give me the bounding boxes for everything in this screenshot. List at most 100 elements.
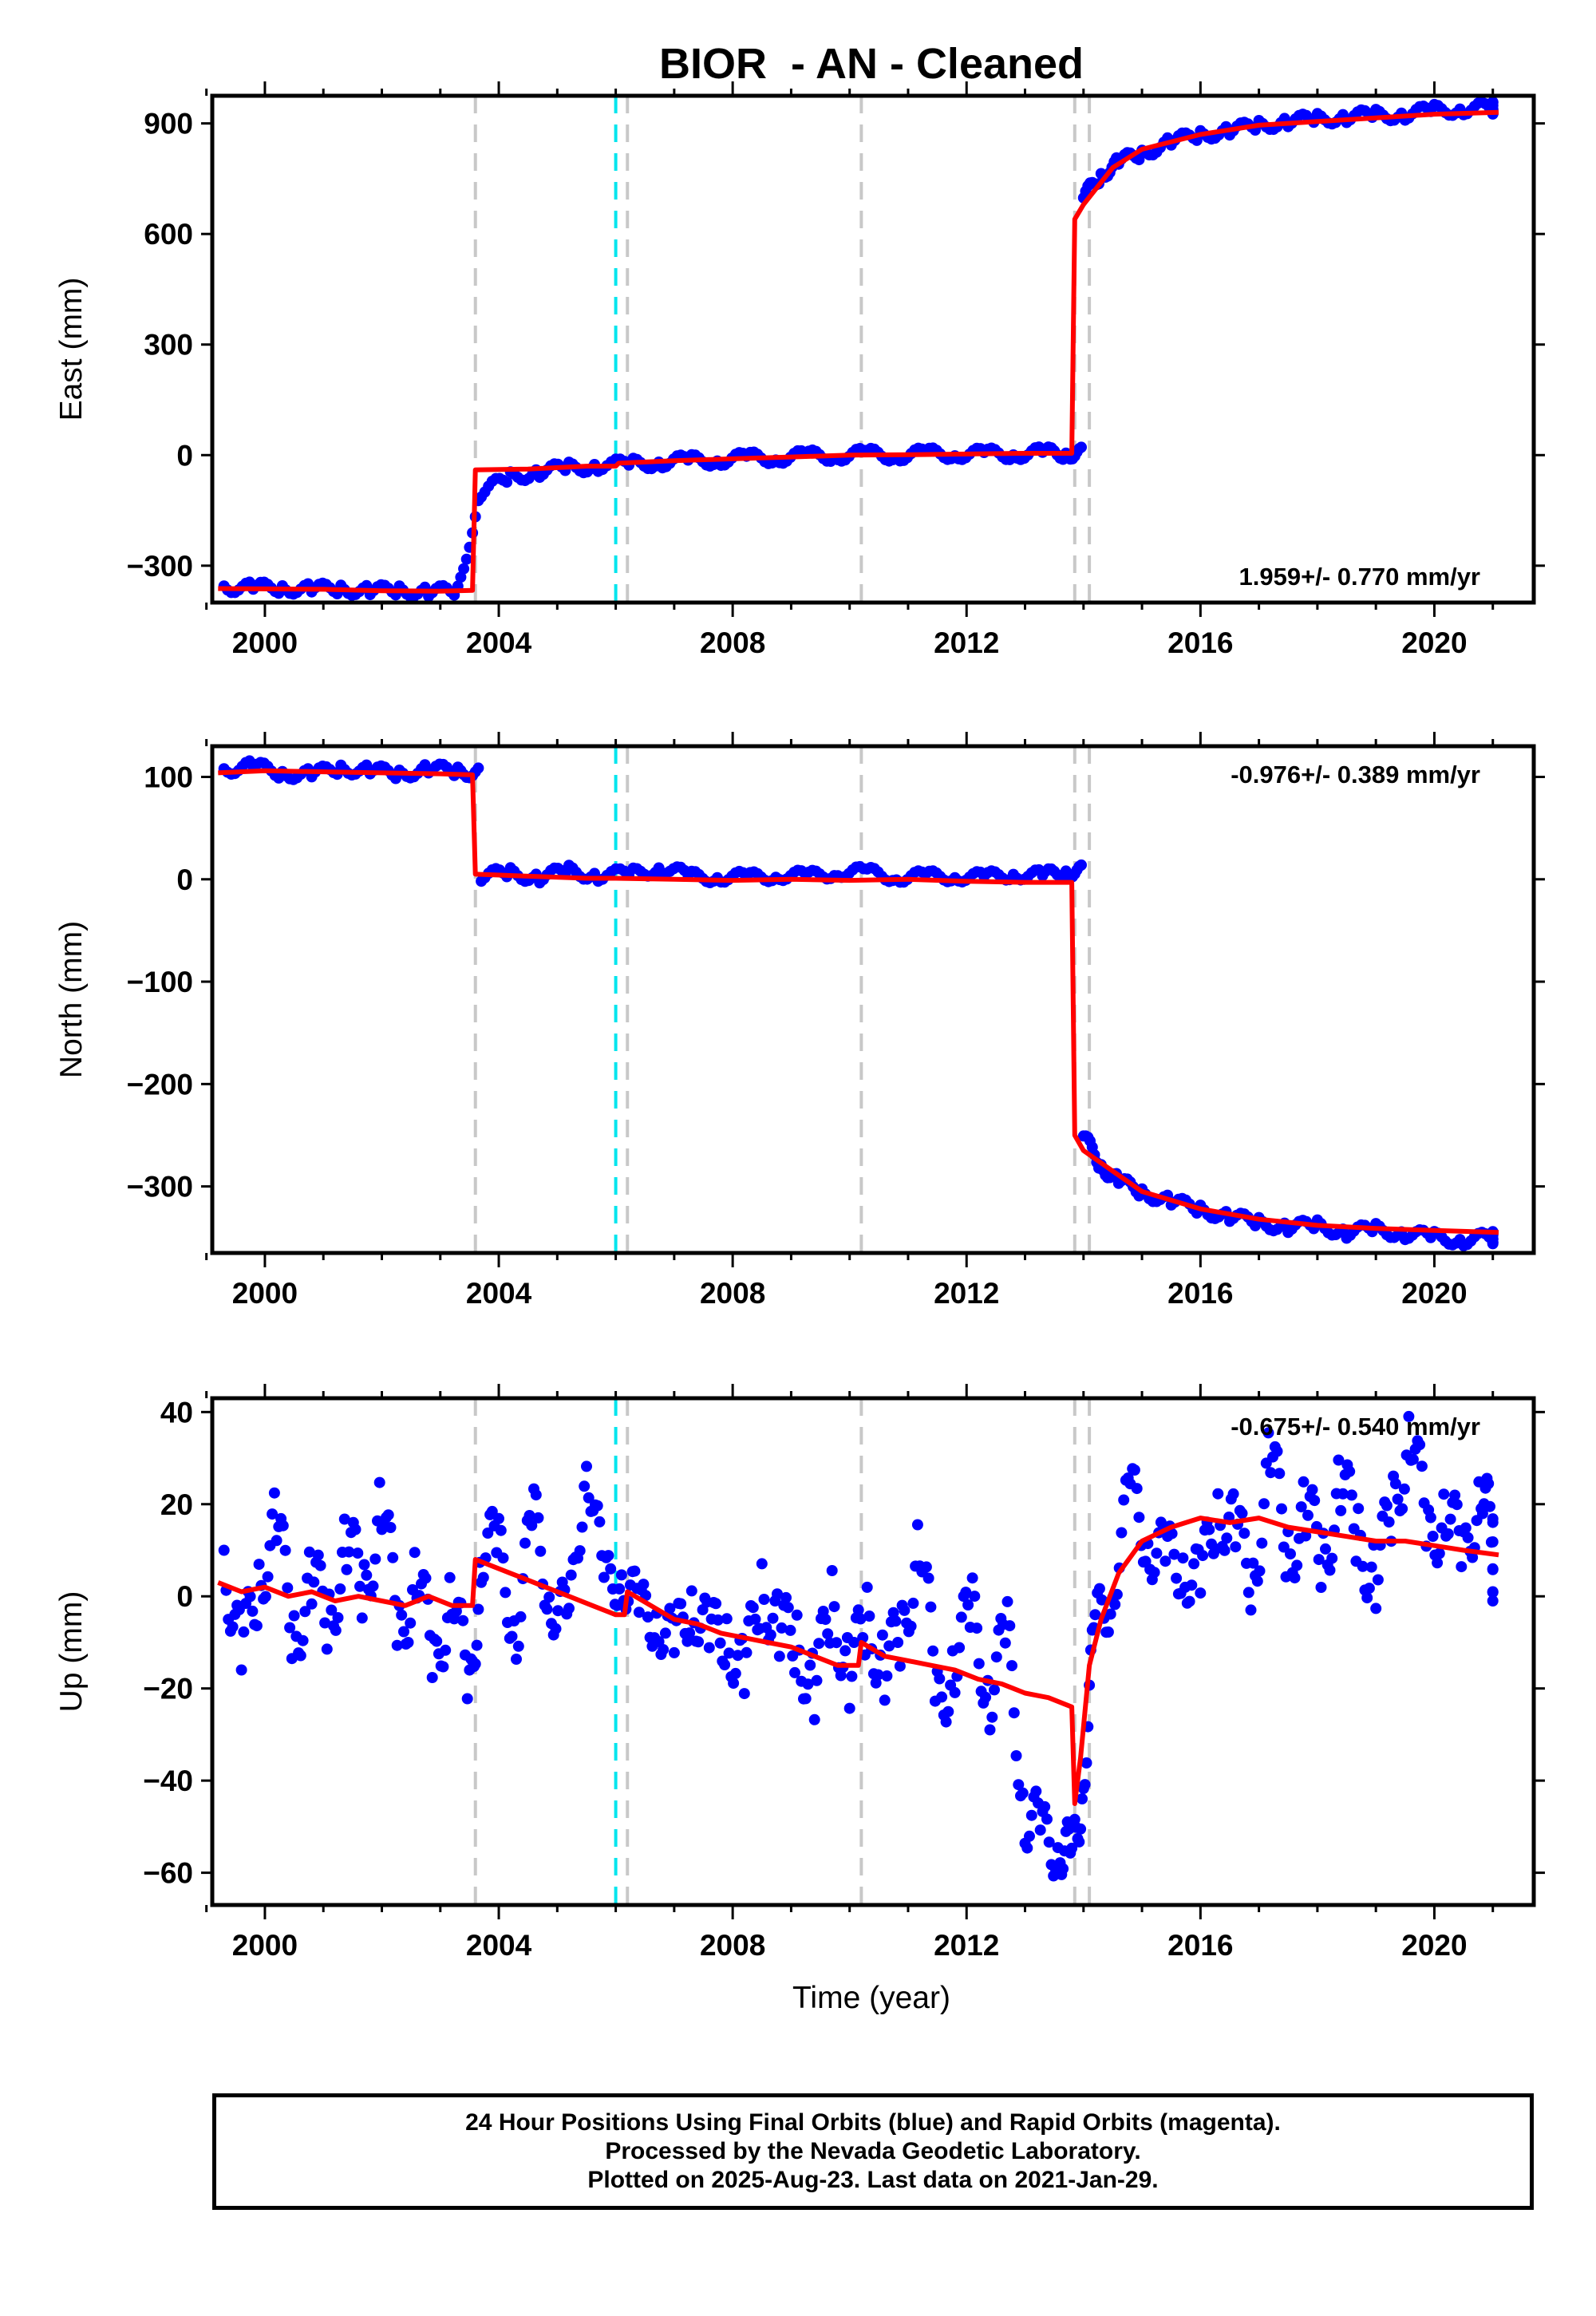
observation-point [1456, 1561, 1468, 1573]
x-tick-label: 2004 [466, 626, 532, 659]
observation-point [999, 1637, 1011, 1649]
y-tick-label: −300 [127, 1171, 193, 1203]
observation-point [1487, 1233, 1499, 1245]
x-tick-label: 2012 [934, 626, 999, 659]
observation-point [550, 1622, 562, 1634]
observation-point [354, 1580, 365, 1592]
observation-point [1073, 1836, 1085, 1848]
observation-point [519, 1537, 531, 1549]
observation-point [986, 1711, 998, 1723]
observation-point [712, 1614, 724, 1626]
observation-point [1133, 1512, 1145, 1524]
observation-point [1344, 1465, 1356, 1477]
observation-point [1345, 1489, 1357, 1501]
observation-point [1118, 1494, 1130, 1506]
observation-point [723, 1647, 735, 1659]
observation-point [1372, 1574, 1384, 1586]
observation-point [563, 1603, 575, 1614]
observation-point [367, 1580, 379, 1592]
observation-point [1414, 1439, 1426, 1451]
observation-point [828, 1601, 840, 1613]
observation-point [872, 1669, 884, 1681]
observation-point [460, 553, 472, 565]
observation-point [776, 1622, 788, 1634]
observation-point [772, 1588, 783, 1600]
observation-point [1128, 1464, 1140, 1476]
observation-point [721, 1613, 733, 1625]
observation-point [1276, 1503, 1287, 1515]
y-tick-label: −60 [143, 1857, 193, 1890]
observation-point [881, 1670, 893, 1682]
y-tick-label: 900 [144, 108, 193, 140]
observation-point [576, 1521, 588, 1533]
y-tick-label: −200 [127, 1068, 193, 1101]
observation-point [1004, 1620, 1016, 1632]
observation-point [1392, 1493, 1404, 1505]
observation-point [843, 1702, 855, 1714]
observation-point [321, 1643, 333, 1655]
observation-point [782, 1602, 794, 1614]
observation-point [1039, 1800, 1051, 1812]
y-tick-label: 0 [176, 1580, 193, 1613]
observation-point [306, 1598, 318, 1610]
y-tick-label: 0 [176, 439, 193, 472]
observation-point [1111, 1588, 1123, 1600]
observation-point [664, 1603, 676, 1614]
observation-point [1254, 1565, 1266, 1577]
observation-point [911, 1519, 923, 1531]
observation-point [955, 1611, 967, 1623]
observation-point [1291, 1559, 1303, 1571]
observation-point [703, 1642, 715, 1654]
observation-point [605, 1563, 617, 1575]
observation-point [876, 1629, 888, 1641]
observation-point [279, 1544, 291, 1556]
observation-point [326, 1604, 338, 1616]
observation-point [1221, 1532, 1233, 1544]
observation-point [685, 1585, 697, 1597]
observation-point [1262, 1427, 1274, 1439]
observation-point [1289, 1572, 1301, 1584]
observation-point [391, 1639, 403, 1651]
observation-point [1006, 1660, 1017, 1672]
observation-point [1256, 1537, 1268, 1549]
observation-point [1001, 1595, 1013, 1607]
observation-point [614, 1583, 626, 1595]
observation-point [668, 1646, 680, 1658]
observation-point [1274, 1468, 1286, 1480]
observation-point [358, 1559, 370, 1571]
observation-point [303, 1546, 315, 1558]
observation-point [920, 1561, 932, 1573]
observation-point [1043, 1836, 1055, 1848]
observation-point [802, 1678, 814, 1690]
observation-point [591, 1500, 603, 1512]
observation-point [633, 1607, 645, 1618]
observation-point [420, 1572, 432, 1584]
observation-point [863, 1611, 875, 1622]
observation-point [431, 1635, 443, 1647]
observation-point [458, 563, 470, 575]
observation-point [732, 1650, 744, 1662]
plot-area [218, 755, 1499, 1251]
observation-point [1449, 1489, 1461, 1501]
observation-point [565, 1569, 577, 1581]
observation-point [1460, 1522, 1472, 1534]
observation-point [469, 1658, 481, 1670]
observation-point [523, 1510, 535, 1521]
observation-point [227, 1621, 239, 1633]
observation-point [1024, 1830, 1035, 1842]
observation-point [1487, 1516, 1499, 1528]
observation-point [1403, 1410, 1415, 1422]
observation-point [980, 1691, 992, 1703]
observation-point [629, 1565, 641, 1577]
observation-point [512, 1640, 524, 1652]
observation-point [602, 1550, 614, 1562]
observation-point [905, 1620, 917, 1632]
x-tick-label: 2004 [466, 1929, 532, 1962]
y-tick-label: −300 [127, 550, 193, 583]
observation-point [684, 1627, 696, 1639]
observation-point [1102, 1626, 1114, 1638]
observation-point [1285, 1548, 1296, 1560]
y-tick-label: 600 [144, 218, 193, 251]
observation-point [855, 1613, 867, 1625]
y-tick-label: 300 [144, 329, 193, 362]
